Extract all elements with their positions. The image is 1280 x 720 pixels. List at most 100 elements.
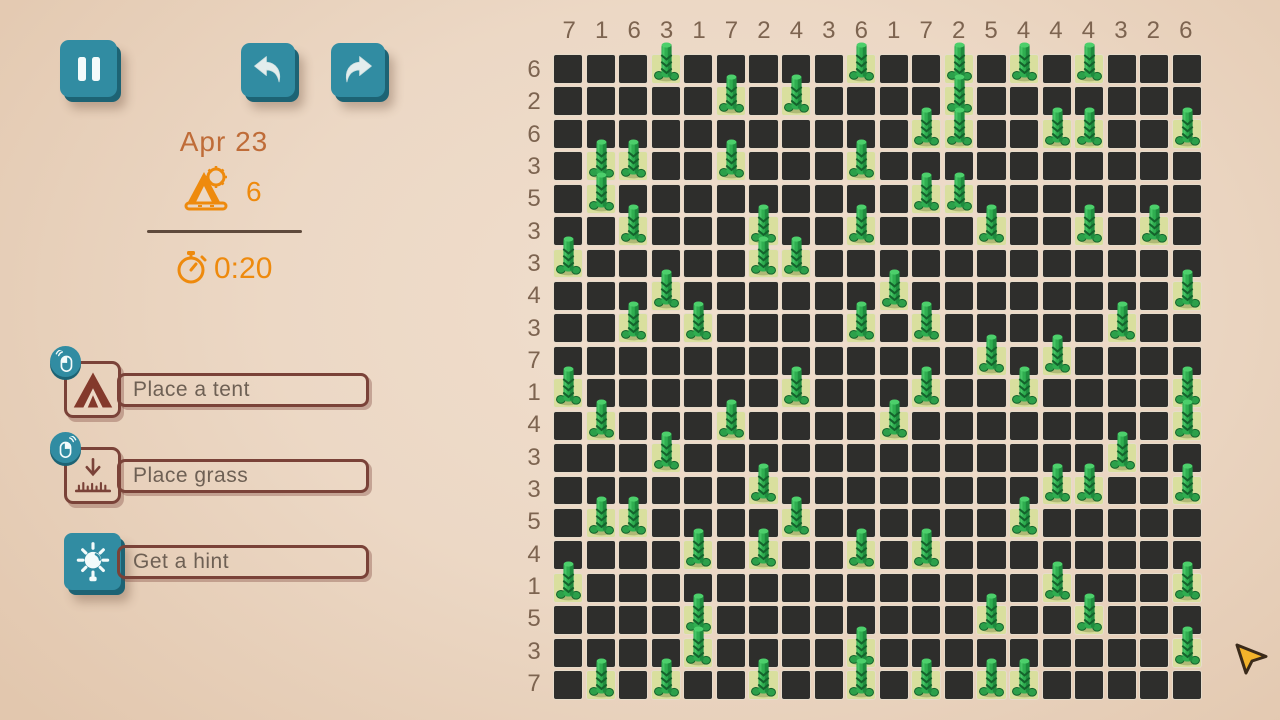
grid-cell-r7-c2[interactable] bbox=[618, 280, 649, 311]
grid-cell-r12-c16[interactable] bbox=[1074, 443, 1105, 474]
grid-cell-tree-r5-c9[interactable] bbox=[846, 204, 877, 247]
grid-cell-r8-c6[interactable] bbox=[748, 313, 779, 344]
grid-cell-r18-c2[interactable] bbox=[618, 637, 649, 668]
grid-cell-tree-r11-c19[interactable] bbox=[1171, 399, 1202, 441]
grid-cell-r12-c2[interactable] bbox=[618, 443, 649, 474]
grid-cell-tree-r3-c1[interactable] bbox=[585, 139, 616, 182]
grid-cell-tree-r5-c16[interactable] bbox=[1074, 204, 1105, 247]
grid-cell-tree-r17-c16[interactable] bbox=[1074, 593, 1105, 636]
grid-cell-r14-c18[interactable] bbox=[1139, 507, 1170, 538]
grid-cell-tree-r11-c10[interactable] bbox=[878, 399, 909, 441]
pause-button[interactable] bbox=[60, 40, 117, 97]
grid-cell-tree-r6-c0[interactable] bbox=[553, 236, 584, 279]
grid-cell-r0-c13[interactable] bbox=[976, 54, 1007, 84]
grid-cell-r9-c11[interactable] bbox=[911, 345, 942, 376]
grid-cell-tree-r0-c16[interactable] bbox=[1074, 42, 1105, 84]
grid-cell-tree-r2-c11[interactable] bbox=[911, 107, 942, 149]
grid-cell-r0-c10[interactable] bbox=[878, 54, 909, 84]
grid-cell-r15-c15[interactable] bbox=[1041, 540, 1072, 571]
grid-cell-r19-c7[interactable] bbox=[781, 670, 812, 700]
grid-cell-r1-c18[interactable] bbox=[1139, 86, 1170, 117]
grid-cell-r17-c9[interactable] bbox=[846, 605, 877, 636]
grid-cell-r5-c8[interactable] bbox=[813, 216, 844, 247]
grid-cell-r15-c2[interactable] bbox=[618, 540, 649, 571]
grid-cell-r5-c19[interactable] bbox=[1171, 216, 1202, 247]
grid-cell-r10-c6[interactable] bbox=[748, 378, 779, 409]
grid-cell-r17-c12[interactable] bbox=[943, 605, 974, 636]
grid-cell-r4-c4[interactable] bbox=[683, 183, 714, 214]
grid-cell-tree-r19-c11[interactable] bbox=[911, 658, 942, 700]
grid-cell-r7-c8[interactable] bbox=[813, 280, 844, 311]
grid-cell-r3-c11[interactable] bbox=[911, 151, 942, 182]
grid-cell-r0-c6[interactable] bbox=[748, 54, 779, 84]
grid-cell-tree-r8-c2[interactable] bbox=[618, 301, 649, 344]
grid-cell-r19-c5[interactable] bbox=[715, 670, 746, 700]
grid-cell-r16-c5[interactable] bbox=[715, 572, 746, 603]
grid-cell-r9-c17[interactable] bbox=[1106, 345, 1137, 376]
grid-cell-r14-c9[interactable] bbox=[846, 507, 877, 538]
grid-cell-r0-c2[interactable] bbox=[618, 54, 649, 84]
grid-cell-r16-c1[interactable] bbox=[585, 572, 616, 603]
grid-cell-r17-c14[interactable] bbox=[1009, 605, 1040, 636]
grid-cell-tree-r17-c13[interactable] bbox=[976, 593, 1007, 636]
grid-cell-tree-r10-c11[interactable] bbox=[911, 366, 942, 409]
grid-cell-r6-c5[interactable] bbox=[715, 248, 746, 279]
grid-cell-r2-c7[interactable] bbox=[781, 118, 812, 149]
grid-cell-r10-c13[interactable] bbox=[976, 378, 1007, 409]
grid-cell-r12-c7[interactable] bbox=[781, 443, 812, 474]
grid-cell-tree-r15-c9[interactable] bbox=[846, 528, 877, 571]
grid-cell-r7-c13[interactable] bbox=[976, 280, 1007, 311]
grid-cell-tree-r7-c3[interactable] bbox=[650, 269, 681, 311]
grid-cell-r2-c17[interactable] bbox=[1106, 118, 1137, 149]
grid-cell-tree-r19-c6[interactable] bbox=[748, 658, 779, 700]
grid-cell-r2-c13[interactable] bbox=[976, 118, 1007, 149]
grid-cell-r14-c5[interactable] bbox=[715, 507, 746, 538]
grid-cell-tree-r0-c3[interactable] bbox=[650, 42, 681, 84]
grid-cell-r1-c2[interactable] bbox=[618, 86, 649, 117]
grid-cell-r14-c13[interactable] bbox=[976, 507, 1007, 538]
grid-cell-r3-c18[interactable] bbox=[1139, 151, 1170, 182]
grid-cell-r12-c1[interactable] bbox=[585, 443, 616, 474]
grid-cell-tree-r2-c12[interactable] bbox=[943, 107, 974, 149]
grid-cell-r10-c1[interactable] bbox=[585, 378, 616, 409]
hint-label[interactable]: Get a hint bbox=[117, 545, 369, 579]
grid-cell-r18-c15[interactable] bbox=[1041, 637, 1072, 668]
grid-cell-r3-c12[interactable] bbox=[943, 151, 974, 182]
grid-cell-r2-c8[interactable] bbox=[813, 118, 844, 149]
grid-cell-tree-r5-c13[interactable] bbox=[976, 204, 1007, 247]
grid-cell-r8-c19[interactable] bbox=[1171, 313, 1202, 344]
grid-cell-r5-c15[interactable] bbox=[1041, 216, 1072, 247]
grid-cell-r1-c11[interactable] bbox=[911, 86, 942, 117]
grid-cell-tree-r8-c9[interactable] bbox=[846, 301, 877, 344]
grid-cell-r10-c18[interactable] bbox=[1139, 378, 1170, 409]
grid-cell-r3-c14[interactable] bbox=[1009, 151, 1040, 182]
grid-cell-tree-r15-c11[interactable] bbox=[911, 528, 942, 571]
grid-cell-r16-c17[interactable] bbox=[1106, 572, 1137, 603]
grid-cell-r5-c1[interactable] bbox=[585, 216, 616, 247]
grid-cell-tree-r7-c10[interactable] bbox=[878, 269, 909, 311]
grid-cell-r15-c12[interactable] bbox=[943, 540, 974, 571]
grid-cell-r12-c15[interactable] bbox=[1041, 443, 1072, 474]
grid-cell-tree-r13-c19[interactable] bbox=[1171, 463, 1202, 506]
grid-cell-r17-c5[interactable] bbox=[715, 605, 746, 636]
grid-cell-r6-c3[interactable] bbox=[650, 248, 681, 279]
grid-cell-r11-c7[interactable] bbox=[781, 410, 812, 441]
grid-cell-r13-c9[interactable] bbox=[846, 475, 877, 506]
grid-cell-r1-c0[interactable] bbox=[553, 86, 584, 117]
grid-cell-r15-c13[interactable] bbox=[976, 540, 1007, 571]
grid-cell-r6-c16[interactable] bbox=[1074, 248, 1105, 279]
grid-cell-tree-r19-c1[interactable] bbox=[585, 658, 616, 700]
grid-cell-r9-c10[interactable] bbox=[878, 345, 909, 376]
grid-cell-r0-c1[interactable] bbox=[585, 54, 616, 84]
grid-cell-r19-c10[interactable] bbox=[878, 670, 909, 700]
grid-cell-r18-c3[interactable] bbox=[650, 637, 681, 668]
grid-cell-r10-c15[interactable] bbox=[1041, 378, 1072, 409]
grid-cell-r13-c2[interactable] bbox=[618, 475, 649, 506]
grid-cell-r10-c10[interactable] bbox=[878, 378, 909, 409]
grid-cell-r12-c12[interactable] bbox=[943, 443, 974, 474]
grid-cell-tree-r10-c19[interactable] bbox=[1171, 366, 1202, 409]
grid-cell-r6-c19[interactable] bbox=[1171, 248, 1202, 279]
grid-cell-r8-c7[interactable] bbox=[781, 313, 812, 344]
grid-cell-r18-c0[interactable] bbox=[553, 637, 584, 668]
grid-cell-r17-c19[interactable] bbox=[1171, 605, 1202, 636]
